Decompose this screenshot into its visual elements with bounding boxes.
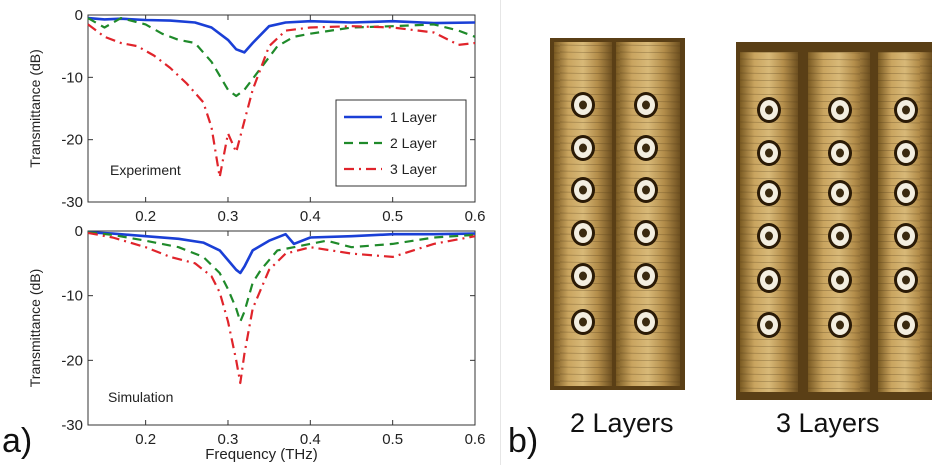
resonator-hole — [757, 267, 781, 293]
photo-label-2-layers: 2 Layers — [570, 408, 674, 438]
resonator-hole — [634, 177, 658, 203]
resonator-hole — [894, 140, 918, 166]
x-tick-label: 0.2 — [135, 208, 156, 225]
x-tick-label: 0.4 — [300, 431, 321, 448]
resonator-holes-3-layers — [757, 97, 918, 338]
series-line-3-layer — [87, 23, 476, 179]
y-tick-label: -30 — [61, 417, 83, 434]
resonator-hole — [894, 267, 918, 293]
x-tick-label: 0.5 — [382, 208, 403, 225]
sample-2-layers — [550, 38, 685, 390]
resonator-hole — [757, 140, 781, 166]
y-tick-label: -10 — [61, 69, 83, 86]
resonator-hole — [634, 263, 658, 289]
resonator-holes-2-layers — [571, 92, 658, 335]
y-tick-label: -20 — [61, 352, 83, 369]
legend-label: 3 Layer — [390, 161, 437, 177]
x-tick-label: 0.6 — [465, 431, 486, 448]
plot-frame — [87, 14, 476, 203]
resonator-hole — [634, 92, 658, 118]
resonator-hole — [828, 140, 852, 166]
panel-a-label: a) — [2, 422, 32, 460]
chart-2: 0.2 0.3 0.4 0.5 0.6 0 -10 -20 -30 Transmittance (… — [27, 223, 485, 463]
series-line-2-layer — [87, 17, 476, 98]
x-tick-label: 0.3 — [218, 431, 239, 448]
resonator-hole — [571, 92, 595, 118]
resonator-hole — [571, 309, 595, 335]
resonator-hole — [894, 180, 918, 206]
series-line-1-layer — [87, 231, 476, 275]
y-axis-label: Transmittance (dB) — [27, 49, 43, 168]
resonator-hole — [828, 223, 852, 249]
resonator-hole — [571, 177, 595, 203]
x-tick-label: 0.3 — [218, 208, 239, 225]
resonator-hole — [757, 180, 781, 206]
resonator-hole — [757, 97, 781, 123]
resonator-hole — [828, 267, 852, 293]
y-tick-label: -10 — [61, 288, 83, 305]
photo-label-3-layers: 3 Layers — [776, 408, 880, 438]
resonator-hole — [828, 180, 852, 206]
transmittance-charts: a) 0.2 0.3 0.4 0.5 0.6 0 -10 -20 -30 Transmittanc… — [2, 7, 485, 463]
sample-3-layers — [736, 42, 932, 400]
plot-frame — [87, 230, 476, 426]
resonator-hole — [828, 97, 852, 123]
resonator-hole — [757, 223, 781, 249]
resonator-hole — [894, 223, 918, 249]
series-line-1-layer — [87, 16, 476, 54]
resonator-hole — [571, 220, 595, 246]
x-tick-label: 0.6 — [465, 208, 486, 225]
x-tick-label: 0.2 — [135, 431, 156, 448]
series-line-2-layer — [87, 231, 476, 323]
y-tick-label: 0 — [75, 223, 83, 240]
x-tick-label: 0.5 — [382, 431, 403, 448]
resonator-hole — [828, 312, 852, 338]
y-tick-label: 0 — [75, 7, 83, 24]
legend-label: 1 Layer — [390, 109, 437, 125]
chart-annotation: Simulation — [108, 389, 173, 405]
chart-annotation: Experiment — [110, 162, 181, 178]
chart-1: 0.2 0.3 0.4 0.5 0.6 0 -10 -20 -30 Transmittance (… — [27, 7, 485, 225]
legend-box — [335, 99, 467, 187]
resonator-hole — [894, 312, 918, 338]
resonator-hole — [634, 220, 658, 246]
resonator-hole — [757, 312, 781, 338]
sample-photos: b) 2 Layers 3 Layers — [508, 38, 932, 460]
x-tick-label: 0.4 — [300, 208, 321, 225]
resonator-hole — [571, 263, 595, 289]
panel-b-label: b) — [508, 422, 538, 460]
legend-label: 2 Layer — [390, 135, 437, 151]
resonator-hole — [894, 97, 918, 123]
resonator-hole — [634, 309, 658, 335]
resonator-hole — [634, 135, 658, 161]
y-tick-label: -20 — [61, 132, 83, 149]
resonator-hole — [571, 135, 595, 161]
x-axis-label: Frequency (THz) — [205, 446, 318, 463]
y-axis-label: Transmittance (dB) — [27, 269, 43, 388]
y-tick-label: -30 — [61, 194, 83, 211]
panel-divider — [500, 0, 501, 465]
series-line-3-layer — [87, 231, 476, 385]
